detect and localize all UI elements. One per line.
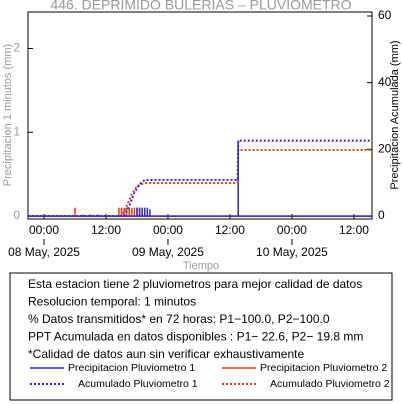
- chart-title: 446. DEPRIMIDO BULERIAS – PLUVIOMETRO: [50, 0, 351, 13]
- plot-frame: [27, 11, 373, 220]
- x-tick-label: 00:00: [153, 223, 183, 237]
- info-box: [9, 272, 393, 401]
- y2-axis-title: Precipitacion Acumulada (mm): [389, 40, 401, 189]
- y2-tick-label: 60: [378, 8, 392, 22]
- y-axis-title: Precipitacion 1 minutos (mm): [2, 44, 14, 186]
- legend-label: Precipitacion Pluviometro 1: [68, 362, 195, 374]
- y-tick-label: 1: [13, 124, 20, 138]
- x-tick-label: 00:00: [29, 223, 59, 237]
- info-line: *Calidad de datos aun sin verificar exha…: [28, 347, 304, 361]
- legend-label: Acumulado Pluviometro 1: [78, 378, 198, 390]
- info-line: % Datos transmitidos* en 72 horas: P1−10…: [28, 312, 330, 326]
- accumulated-line: [28, 139, 372, 217]
- x-tick-label: 00:00: [277, 223, 307, 237]
- info-line: Esta estacion tiene 2 pluviometros para …: [28, 277, 362, 291]
- y2-tick-label: 20: [378, 142, 392, 156]
- y2-tick-label: 0: [378, 208, 385, 222]
- legend-label: Precipitacion Pluviometro 2: [260, 362, 387, 374]
- x-date-label: 10 May, 2025: [256, 245, 328, 259]
- y-tick-label: 0: [13, 208, 20, 222]
- info-line: Resolucion temporal: 1 minutos: [28, 295, 196, 309]
- y2-tick-label: 40: [378, 75, 392, 89]
- x-date-label: 09 May, 2025: [132, 245, 204, 259]
- x-tick-label: 12:00: [91, 223, 121, 237]
- info-line: PPT Acumulada en datos disponibles : P1−…: [28, 330, 363, 344]
- legend-label: Acumulado Pluviometro 2: [270, 378, 390, 390]
- x-axis-title: Tiempo: [183, 260, 219, 272]
- x-date-label: 08 May, 2025: [8, 245, 80, 259]
- y-tick-label: 2: [13, 41, 20, 55]
- x-tick-label: 12:00: [215, 223, 245, 237]
- x-tick-label: 12:00: [339, 223, 369, 237]
- accumulated-line: [28, 149, 372, 217]
